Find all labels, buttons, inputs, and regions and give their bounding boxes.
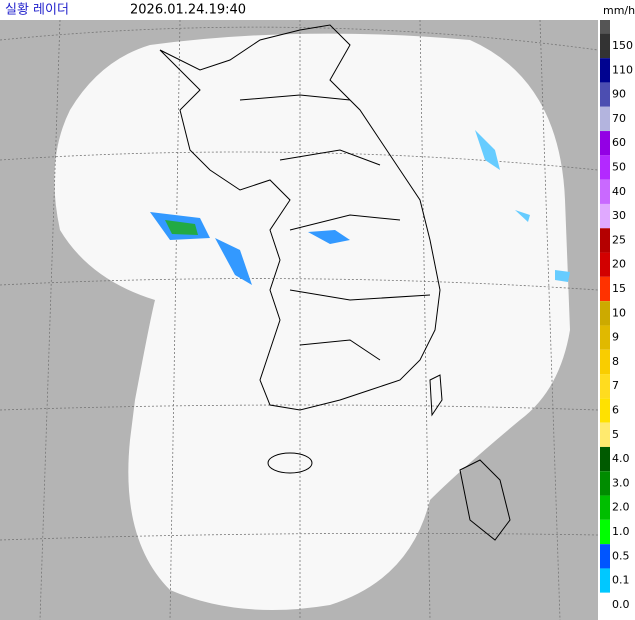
- legend-swatch: [600, 155, 610, 180]
- legend-label: 150: [612, 39, 633, 52]
- radar-echoes: [150, 130, 570, 285]
- legend-swatch: [600, 179, 610, 204]
- legend-label: 7: [612, 379, 619, 392]
- legend-swatch: [600, 471, 610, 496]
- legend-swatch: [600, 228, 610, 253]
- coastline: [159, 24, 511, 541]
- legend-swatch: [600, 592, 610, 618]
- legend-swatch: [600, 349, 610, 375]
- legend-swatch: [600, 325, 610, 350]
- legend-swatch: [600, 276, 610, 302]
- legend-label: 60: [612, 136, 626, 149]
- legend-label: 0.0: [612, 598, 630, 611]
- legend-label: 2.0: [612, 501, 630, 514]
- legend-label: 40: [612, 185, 626, 198]
- legend-top: [600, 20, 610, 34]
- legend-label: 25: [612, 233, 626, 246]
- legend-swatch: [600, 374, 610, 399]
- grid: [0, 19, 599, 620]
- legend-label: 30: [612, 209, 626, 222]
- legend-swatch: [600, 568, 610, 593]
- map: [0, 19, 599, 620]
- legend-swatch: [600, 398, 610, 423]
- legend-swatch: [600, 544, 610, 569]
- legend-label: 110: [612, 63, 633, 76]
- legend-swatch: [600, 252, 610, 277]
- legend-label: 15: [612, 282, 626, 295]
- legend-label: 70: [612, 112, 626, 125]
- legend-swatch: [600, 495, 610, 520]
- legend-label: 3.0: [612, 476, 630, 489]
- legend-label: 10: [612, 306, 626, 319]
- unit: mm/h: [603, 4, 635, 17]
- legend-swatch: [600, 446, 610, 472]
- legend-label: 4.0: [612, 452, 630, 465]
- legend-swatch: [600, 33, 610, 59]
- legend-label: 1.0: [612, 525, 630, 538]
- legend-label: 8: [612, 355, 619, 368]
- legend-swatch: [600, 131, 610, 156]
- coverage-area: [54, 33, 570, 611]
- legend-label: 0.5: [612, 549, 630, 562]
- legend-label: 5: [612, 428, 619, 441]
- legend: 150 110 90 70 60 50 40 30 25 20 15 10 9 8 7 6 5 4.0 3.0 2.0…: [600, 20, 633, 618]
- top-bar: [0, 0, 635, 20]
- legend-label: 20: [612, 258, 626, 271]
- legend-swatch: [600, 58, 610, 83]
- legend-label: 6: [612, 404, 619, 417]
- timestamp: 2026.01.24.19:40: [130, 3, 246, 18]
- legend-swatch: [600, 519, 610, 545]
- legend-swatch: [600, 82, 610, 107]
- legend-swatch: [600, 422, 610, 447]
- legend-label: 9: [612, 331, 619, 344]
- legend-label: 90: [612, 88, 626, 101]
- legend-label: 50: [612, 161, 626, 174]
- legend-swatch: [600, 106, 610, 132]
- legend-swatch: [600, 203, 610, 229]
- legend-swatch: [600, 301, 610, 326]
- title: 실황 레이더: [5, 3, 69, 18]
- legend-label: 0.1: [612, 574, 630, 587]
